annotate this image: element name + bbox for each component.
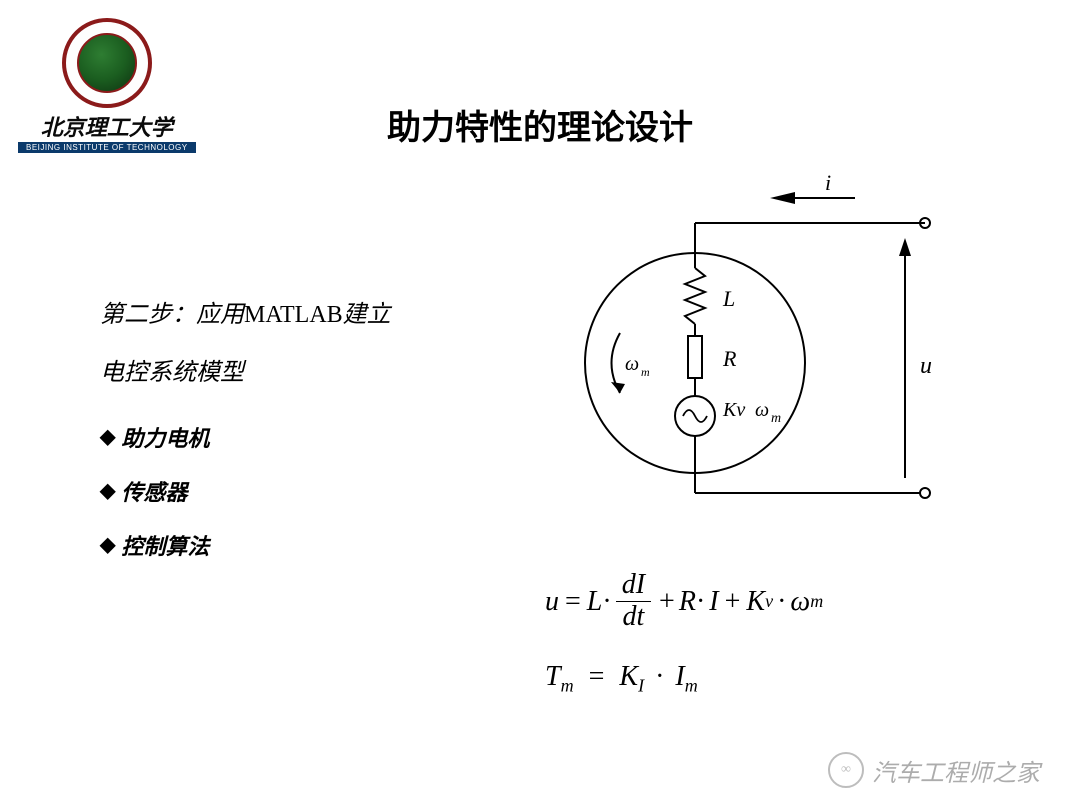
label-resistor: R — [722, 346, 737, 371]
eq1-fraction: dI dt — [616, 570, 651, 633]
eq2-K: K — [619, 661, 638, 692]
step-prefix: 第二步：应用 — [100, 302, 244, 328]
label-backemf-omega-sub: m — [771, 411, 781, 426]
motor-circuit-diagram: i u L R Kv ω m — [525, 168, 965, 508]
eq2-Isub: m — [685, 675, 698, 695]
equation-1: u = L · dI dt + R · I + Kv · ωm — [545, 570, 823, 633]
logo-seal — [62, 18, 152, 108]
eq1-frac-top: dI — [616, 570, 651, 602]
equation-2: Tm = KI · Im — [545, 657, 823, 699]
watermark-text: 汽车工程师之家 — [872, 753, 1040, 788]
watermark: ∞ 汽车工程师之家 — [828, 752, 1040, 788]
eq1-omega: ω — [790, 582, 810, 621]
university-logo: 北京理工大学 BEIJING INSTITUTE OF TECHNOLOGY — [18, 18, 196, 153]
logo-banner: BEIJING INSTITUTE OF TECHNOLOGY — [18, 142, 196, 153]
eq2-T: T — [545, 661, 561, 692]
logo-inner-circle — [77, 33, 137, 93]
bullet-marker-icon: ◆ — [100, 478, 115, 503]
eq1-I: I — [709, 582, 718, 621]
bullet-label: 传感器 — [121, 475, 187, 507]
eq1-frac-bot: dt — [616, 602, 650, 633]
eq1-Ksub: v — [765, 589, 773, 614]
bullet-marker-icon: ◆ — [100, 532, 115, 557]
step-software: MATLAB — [244, 302, 343, 328]
step-suffix: 建立 — [343, 302, 391, 328]
eq1-R: R — [679, 582, 696, 621]
eq2-Tsub: m — [561, 675, 574, 695]
bullet-item-0: ◆ 助力电机 — [100, 421, 460, 453]
label-backemf: Kv — [722, 399, 745, 421]
bullet-item-1: ◆ 传感器 — [100, 475, 460, 507]
page-title: 助力特性的理论设计 — [387, 100, 693, 149]
bullet-marker-icon: ◆ — [100, 424, 115, 449]
content-left: 第二步：应用MATLAB建立 电控系统模型 ◆ 助力电机 ◆ 传感器 ◆ 控制算… — [100, 290, 460, 561]
eq1-u: u — [545, 582, 559, 621]
eq2-Ksub: I — [638, 675, 644, 695]
label-backemf-omega: ω — [755, 399, 769, 421]
label-voltage: u — [920, 353, 932, 379]
label-current: i — [825, 170, 831, 195]
logo-university-name: 北京理工大学 — [41, 110, 173, 142]
step-description: 第二步：应用MATLAB建立 — [100, 290, 460, 340]
label-omega-arrow: ω — [625, 353, 639, 375]
bullet-item-2: ◆ 控制算法 — [100, 529, 460, 561]
eq1-K: K — [746, 582, 765, 621]
bullet-label: 助力电机 — [121, 421, 209, 453]
label-omega-arrow-sub: m — [641, 365, 650, 379]
bullet-label: 控制算法 — [121, 529, 209, 561]
eq1-omegasub: m — [810, 589, 823, 614]
label-inductor: L — [722, 286, 735, 311]
equations: u = L · dI dt + R · I + Kv · ωm Tm = KI … — [545, 570, 823, 698]
eq2-I: I — [675, 661, 684, 692]
step-line2: 电控系统模型 — [100, 348, 460, 398]
eq1-L: L — [587, 582, 603, 621]
wechat-icon: ∞ — [828, 752, 864, 788]
